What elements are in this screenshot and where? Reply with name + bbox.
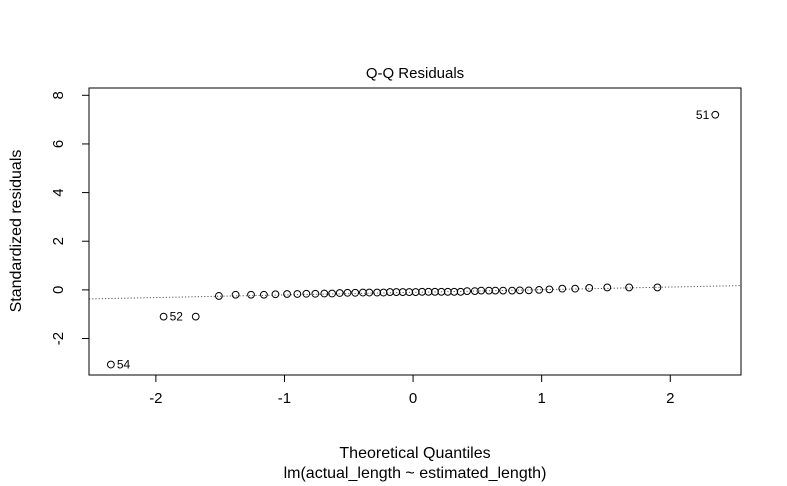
data-point bbox=[653, 283, 662, 292]
y-tick-label: 4 bbox=[50, 188, 67, 196]
data-point bbox=[106, 360, 115, 369]
x-tick-label: 2 bbox=[666, 390, 674, 407]
x-tick-label: -2 bbox=[149, 390, 162, 407]
data-point bbox=[499, 286, 507, 295]
data-point bbox=[508, 286, 516, 295]
data-point bbox=[711, 110, 720, 119]
data-point bbox=[271, 290, 280, 299]
data-point bbox=[545, 285, 554, 294]
data-point bbox=[477, 286, 486, 295]
x-axis-label: Theoretical Quantiles bbox=[339, 445, 490, 462]
data-point bbox=[191, 312, 200, 321]
data-point bbox=[328, 289, 336, 298]
data-point bbox=[259, 290, 268, 299]
data-point bbox=[625, 283, 634, 292]
point-label: 52 bbox=[170, 310, 184, 324]
data-point bbox=[351, 288, 360, 297]
x-tick-label: 0 bbox=[409, 390, 417, 407]
data-point bbox=[320, 289, 329, 298]
data-point bbox=[585, 284, 594, 292]
data-point bbox=[302, 289, 311, 298]
data-point bbox=[558, 284, 567, 293]
data-point bbox=[535, 285, 543, 294]
data-point bbox=[603, 283, 612, 292]
data-point bbox=[463, 287, 471, 295]
data-point bbox=[343, 288, 352, 297]
data-point bbox=[214, 292, 223, 300]
y-axis-label: Standardized residuals bbox=[8, 150, 25, 313]
point-label: 51 bbox=[696, 108, 710, 122]
x-axis: -2 -1 0 1 2 bbox=[149, 374, 674, 407]
point-labels-layer: 54 52 51 bbox=[117, 108, 710, 372]
data-point bbox=[293, 290, 302, 298]
points-layer bbox=[106, 110, 720, 369]
data-point bbox=[159, 312, 168, 321]
y-tick-label: 0 bbox=[50, 286, 67, 294]
data-point bbox=[247, 290, 255, 299]
chart-subtitle: lm(actual_length ~ estimated_length) bbox=[284, 465, 547, 482]
data-point bbox=[335, 289, 344, 297]
data-point bbox=[515, 286, 524, 295]
data-point bbox=[283, 290, 291, 298]
data-point bbox=[231, 290, 240, 299]
data-point bbox=[571, 284, 580, 293]
x-tick-label: 1 bbox=[537, 390, 545, 407]
y-tick-label: 6 bbox=[50, 140, 67, 148]
chart-title: Q-Q Residuals bbox=[366, 65, 464, 82]
y-tick-label: 2 bbox=[50, 237, 67, 245]
x-tick-label: -1 bbox=[278, 390, 291, 407]
data-point bbox=[524, 286, 533, 295]
y-tick-label: 8 bbox=[50, 91, 67, 99]
data-point bbox=[365, 288, 374, 297]
y-axis: -2 0 2 4 6 8 bbox=[50, 91, 90, 345]
data-point bbox=[491, 286, 500, 295]
point-label: 54 bbox=[117, 358, 131, 372]
y-tick-label: -2 bbox=[50, 332, 67, 345]
data-point bbox=[311, 289, 320, 298]
